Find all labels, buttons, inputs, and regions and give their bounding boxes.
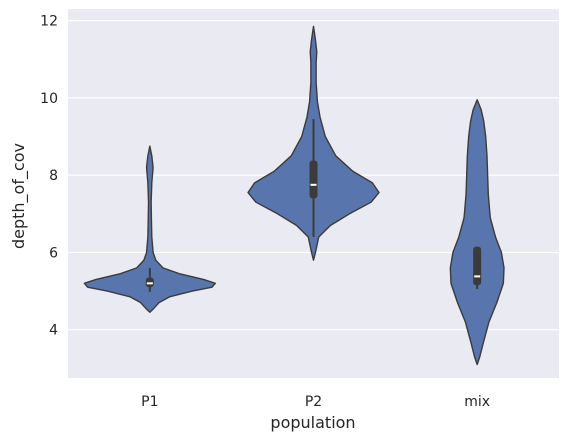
violin-mix <box>449 99 505 366</box>
y-tick-label: 8 <box>49 168 58 184</box>
x-tick-label: P2 <box>305 394 322 410</box>
violin-P1 <box>83 145 216 314</box>
y-axis-label: depth_of_cov <box>9 143 29 249</box>
y-tick-labels: 4 6 8 10 12 <box>40 14 58 339</box>
y-tick-label: 4 <box>49 323 58 339</box>
violin-body <box>449 99 505 366</box>
violin-body <box>83 145 216 314</box>
violins <box>83 25 505 366</box>
y-tick-label: 6 <box>49 245 58 261</box>
violin-iqr-box <box>309 160 318 199</box>
x-tick-label: P1 <box>141 394 158 410</box>
violin-P2 <box>247 25 380 261</box>
x-tick-labels: P1 P2 mix <box>141 394 490 410</box>
y-tick-label: 12 <box>40 14 58 30</box>
x-tick-label: mix <box>464 394 490 410</box>
y-tick-label: 10 <box>40 91 58 107</box>
violin-iqr-box <box>473 246 482 286</box>
x-axis-label: population <box>270 413 355 432</box>
